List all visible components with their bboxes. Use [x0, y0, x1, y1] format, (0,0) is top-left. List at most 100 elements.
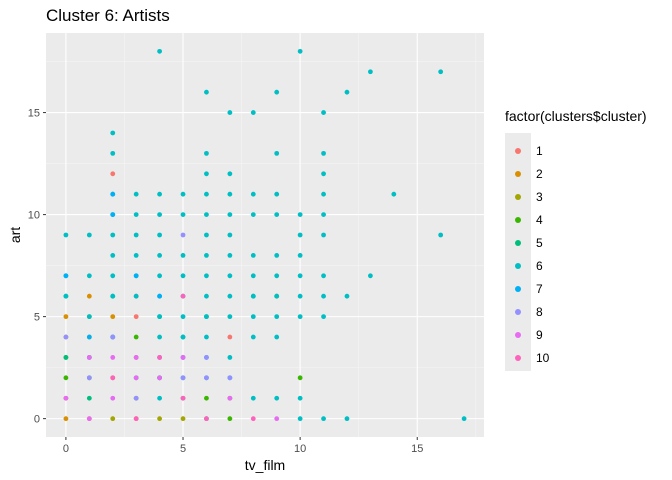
data-point-cluster-6 [297, 416, 303, 422]
data-points [63, 48, 467, 422]
data-point-cluster-6 [157, 334, 162, 340]
data-point-cluster-6 [297, 395, 303, 401]
data-point-cluster-6 [227, 293, 233, 299]
data-point-cluster-6 [344, 89, 350, 95]
legend-item-6: 6 [505, 256, 543, 276]
data-point-cluster-6 [227, 110, 233, 115]
data-point-cluster-6 [297, 273, 303, 279]
data-point-cluster-1 [110, 171, 116, 177]
data-point-cluster-9 [86, 355, 92, 360]
data-point-cluster-6 [180, 334, 186, 340]
plot-panel [46, 33, 484, 437]
legend-item-10: 10 [505, 348, 549, 368]
data-point-cluster-6 [274, 150, 280, 156]
data-point-cluster-6 [86, 314, 92, 320]
data-point-cluster-6 [321, 110, 326, 115]
data-point-cluster-6 [180, 314, 186, 320]
data-point-cluster-8 [86, 375, 92, 381]
data-point-cluster-7 [133, 273, 139, 279]
data-point-cluster-5 [63, 355, 69, 360]
legend: factor(clusters$cluster) 1 2 3 4 5 6 7 8 9 10 [505, 108, 647, 371]
data-point-cluster-6 [250, 253, 256, 258]
data-point-cluster-6 [297, 253, 303, 258]
data-point-cluster-8 [110, 334, 116, 340]
legend-item-5: 5 [505, 233, 543, 253]
data-point-cluster-1 [133, 314, 139, 320]
data-point-cluster-4 [227, 416, 233, 422]
data-point-cluster-6 [204, 171, 209, 177]
data-point-cluster-6 [110, 293, 116, 299]
data-point-cluster-10 [133, 416, 139, 422]
data-point-cluster-4 [133, 334, 139, 340]
data-point-cluster-6 [250, 293, 256, 299]
data-point-cluster-6 [321, 150, 326, 156]
data-point-cluster-6 [204, 191, 209, 197]
data-point-cluster-6 [297, 48, 303, 54]
data-point-cluster-10 [110, 375, 116, 381]
data-point-cluster-8 [180, 375, 186, 381]
legend-label: 9 [536, 328, 543, 342]
data-point-cluster-6 [227, 191, 233, 197]
data-point-cluster-6 [110, 150, 116, 156]
data-point-cluster-2 [63, 314, 69, 320]
legend-title: factor(clusters$cluster) [505, 108, 647, 124]
legend-label: 3 [536, 190, 543, 204]
data-point-cluster-9 [227, 395, 233, 401]
legend-label: 6 [536, 259, 543, 273]
data-point-cluster-5 [86, 395, 92, 401]
data-point-cluster-6 [204, 314, 209, 320]
x-tick-label: 0 [63, 443, 69, 455]
data-point-cluster-2 [63, 416, 69, 422]
legend-label: 2 [536, 167, 543, 181]
data-point-cluster-8 [204, 355, 209, 360]
legend-swatch [515, 240, 521, 246]
data-point-cluster-6 [133, 293, 139, 299]
data-point-cluster-4 [297, 375, 303, 381]
data-point-cluster-6 [204, 253, 209, 258]
data-point-cluster-6 [110, 273, 116, 279]
data-point-cluster-8 [204, 375, 209, 381]
legend-swatch [515, 263, 521, 269]
data-point-cluster-6 [133, 212, 139, 217]
data-point-cluster-6 [321, 314, 326, 320]
data-point-cluster-6 [368, 69, 373, 75]
legend-swatch [515, 355, 521, 361]
data-point-cluster-9 [86, 416, 92, 422]
data-point-cluster-3 [157, 416, 162, 422]
data-point-cluster-6 [461, 416, 467, 422]
minor-grid [46, 33, 484, 437]
data-point-cluster-10 [250, 416, 256, 422]
data-point-cluster-6 [274, 314, 280, 320]
y-axis-title: art [7, 227, 23, 243]
x-axis-ticks: 0 5 10 15 [63, 437, 423, 455]
data-point-cluster-6 [274, 293, 280, 299]
data-point-cluster-6 [321, 416, 326, 422]
data-point-cluster-6 [227, 314, 233, 320]
data-point-cluster-10 [180, 395, 186, 401]
data-point-cluster-6 [227, 273, 233, 279]
data-point-cluster-9 [180, 355, 186, 360]
data-point-cluster-6 [204, 89, 209, 95]
data-point-cluster-6 [344, 416, 350, 422]
y-tick-label: 10 [28, 210, 40, 222]
legend-swatch [515, 194, 521, 200]
data-point-cluster-10 [204, 416, 209, 422]
data-point-cluster-4 [204, 395, 209, 401]
data-point-cluster-7 [110, 191, 116, 197]
legend-item-9: 9 [505, 325, 543, 345]
data-point-cluster-6 [250, 273, 256, 279]
legend-swatch [515, 309, 521, 315]
legend-item-8: 8 [505, 302, 543, 322]
data-point-cluster-9 [157, 375, 162, 381]
data-point-cluster-6 [157, 232, 162, 238]
data-point-cluster-6 [157, 273, 162, 279]
data-point-cluster-6 [391, 191, 397, 197]
data-point-cluster-7 [63, 273, 69, 279]
data-point-cluster-8 [63, 334, 69, 340]
legend-item-1: 1 [505, 141, 543, 161]
data-point-cluster-9 [110, 355, 116, 360]
data-point-cluster-9 [274, 416, 280, 422]
data-point-cluster-6 [250, 334, 256, 340]
data-point-cluster-8 [133, 395, 139, 401]
data-point-cluster-6 [297, 314, 303, 320]
